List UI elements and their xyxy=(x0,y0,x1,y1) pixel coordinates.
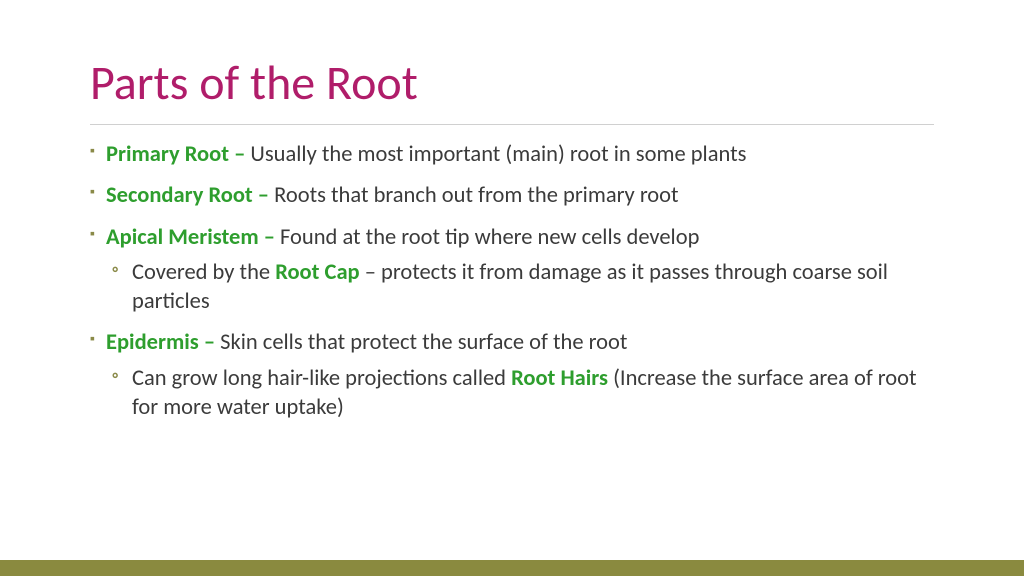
sub-term: Root Cap xyxy=(275,259,359,286)
sub-list-item: Covered by the Root Cap – protects it fr… xyxy=(106,258,934,317)
definition: Skin cells that protect the surface of t… xyxy=(220,329,627,356)
title-wrap: Parts of the Root Parts of the Root xyxy=(90,58,934,108)
list-item: Secondary Root – Roots that branch out f… xyxy=(90,181,934,210)
sub-list: Can grow long hair-like projections call… xyxy=(106,364,934,423)
definition: Usually the most important (main) root i… xyxy=(250,141,746,168)
bullet-list: Primary Root – Usually the most importan… xyxy=(90,140,934,422)
slide-title: Parts of the Root Parts of the Root xyxy=(90,58,934,108)
term: Secondary Root – xyxy=(106,182,274,209)
definition: Found at the root tip where new cells de… xyxy=(280,224,699,251)
title-rule xyxy=(90,124,934,125)
sub-pre: Can grow long hair-like projections call… xyxy=(132,365,511,392)
sub-pre: Covered by the xyxy=(132,259,275,286)
slide: Parts of the Root Parts of the Root Prim… xyxy=(0,0,1024,576)
term: Apical Meristem – xyxy=(106,224,280,251)
footer-bar xyxy=(0,560,1024,576)
sub-list: Covered by the Root Cap – protects it fr… xyxy=(106,258,934,317)
list-item: Primary Root – Usually the most importan… xyxy=(90,140,934,169)
content-area: Primary Root – Usually the most importan… xyxy=(90,140,934,434)
list-item: Apical Meristem – Found at the root tip … xyxy=(90,223,934,317)
sub-term: Root Hairs xyxy=(511,365,608,392)
sub-list-item: Can grow long hair-like projections call… xyxy=(106,364,934,423)
title-main: Parts of the Root xyxy=(90,53,418,112)
list-item: Epidermis – Skin cells that protect the … xyxy=(90,328,934,422)
term: Epidermis – xyxy=(106,329,220,356)
definition: Roots that branch out from the primary r… xyxy=(274,182,678,209)
term: Primary Root – xyxy=(106,141,250,168)
